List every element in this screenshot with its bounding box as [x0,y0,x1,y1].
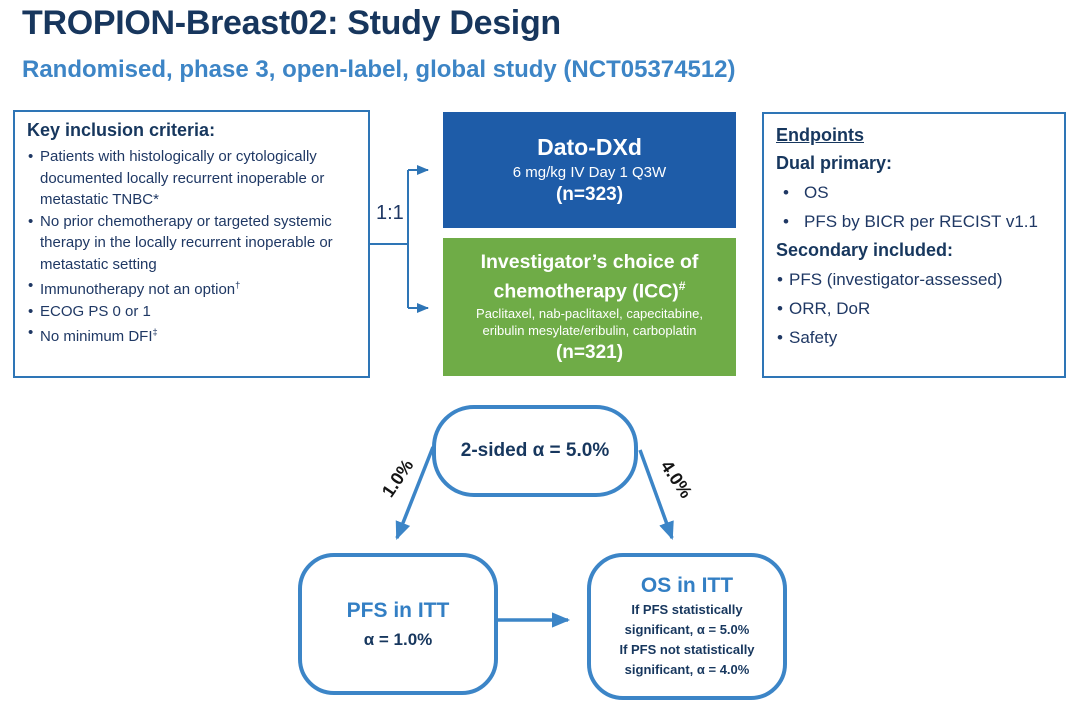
os-itt-line: significant, α = 4.0% [624,661,750,677]
secondary-list: PFS (investigator-assessed) ORR, DoR Saf… [776,265,1058,352]
dato-arm-box: Dato-DXd 6 mg/kg IV Day 1 Q3W (n=323) [443,112,736,228]
icc-arm-drugs-line1: Paclitaxel, nab-paclitaxel, capecitabine… [476,306,703,322]
inclusion-item-text: No minimum DFI [40,328,153,345]
endpoint-item: Safety [776,323,1058,352]
dato-arm-n: (n=323) [555,184,624,205]
inclusion-item-text: No prior chemotherapy or targeted system… [40,212,333,273]
endpoints-heading: Endpoints [776,125,864,145]
slide-title: TROPION-Breast02: Study Design [22,4,561,42]
inclusion-item: Immunotherapy not an option† [27,275,360,301]
dato-arm-name: Dato-DXd [537,134,642,160]
endpoints-box: Endpoints Dual primary: OS PFS by BICR p… [762,112,1066,378]
icc-arm-drugs: Paclitaxel, nab-paclitaxel, capecitabine… [476,305,703,339]
os-itt-box: OS in ITT If PFS statistically significa… [587,553,787,700]
footnote-marker: † [235,280,241,290]
endpoint-item: PFS (investigator-assessed) [776,265,1058,294]
os-itt-line: significant, α = 5.0% [624,621,750,637]
inclusion-item: No minimum DFI‡ [27,322,360,348]
dual-primary-label: Dual primary: [776,153,893,173]
randomisation-connector [370,165,429,313]
endpoint-item: ORR, DoR [776,294,1058,323]
arrow-pill-to-os [638,449,674,540]
inclusion-item: Patients with histologically or cytologi… [27,146,360,211]
inclusion-list: Patients with histologically or cytologi… [27,146,360,348]
arrow-pill-to-pfs [395,446,435,540]
icc-arm-name-line1: Investigator’s choice of [480,250,699,273]
os-itt-line: If PFS statistically [631,601,743,617]
icc-arm-name: Investigator’s choice of chemotherapy (I… [481,250,699,304]
icc-arm-box: Investigator’s choice of chemotherapy (I… [443,238,736,376]
footnote-marker: # [678,278,686,293]
inclusion-heading: Key inclusion criteria: [27,120,216,140]
icc-arm-drugs-line2: eribulin mesylate/eribulin, carboplatin [482,323,697,339]
icc-arm-name-line2: chemotherapy (ICC) [493,280,679,303]
endpoint-item: OS [776,178,1058,207]
inclusion-criteria-box: Key inclusion criteria: Patients with hi… [13,110,370,378]
inclusion-item: ECOG PS 0 or 1 [27,301,360,323]
os-itt-line: If PFS not statistically [619,641,755,657]
secondary-label: Secondary included: [776,240,954,260]
os-itt-title: OS in ITT [640,573,734,597]
pfs-itt-title: PFS in ITT [346,598,450,622]
alpha-top-box: 2-sided α = 5.0% [432,405,638,497]
endpoint-item: PFS by BICR per RECIST v1.1 [776,207,1058,236]
dual-primary-list: OS PFS by BICR per RECIST v1.1 [776,178,1058,236]
footnote-marker: ‡ [152,327,158,337]
dato-arm-dose: 6 mg/kg IV Day 1 Q3W [512,164,667,181]
alpha-flow-arrows [395,446,674,628]
inclusion-item-text: ECOG PS 0 or 1 [40,302,151,320]
inclusion-item-text: Patients with histologically or cytologi… [40,148,325,208]
inclusion-item-text: Immunotherapy not an option [40,281,236,298]
pfs-itt-box: PFS in ITT α = 1.0% [298,553,498,695]
randomisation-ratio-label: 1:1 [376,202,404,224]
icc-arm-n: (n=321) [555,342,624,364]
pfs-itt-alpha: α = 1.0% [363,629,433,649]
inclusion-item: No prior chemotherapy or targeted system… [27,211,360,276]
slide-subtitle: Randomised, phase 3, open-label, global … [22,56,736,83]
